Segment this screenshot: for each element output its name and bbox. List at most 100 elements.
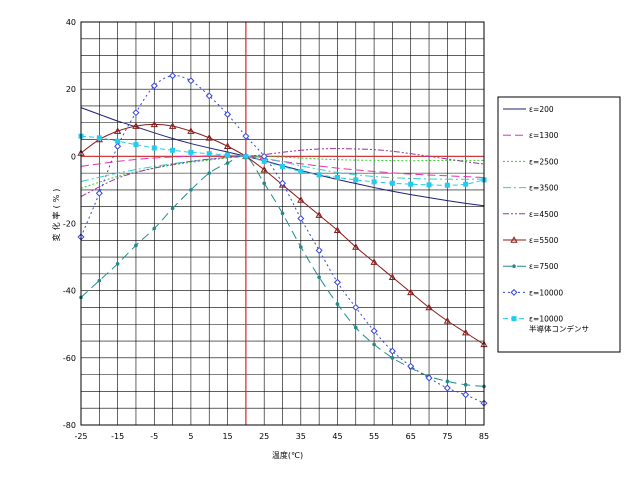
legend-label-sub: 半導体コンデンサ <box>529 324 589 334</box>
legend-label: ε=1300 <box>529 131 559 140</box>
data-point-marker <box>445 379 450 384</box>
y-tick-label: -40 <box>63 287 76 296</box>
data-point-marker <box>317 275 321 280</box>
data-point-marker <box>316 172 322 178</box>
y-tick-label: 0 <box>71 152 76 161</box>
x-tick-label: -15 <box>111 432 124 441</box>
x-tick-label: 45 <box>332 432 342 441</box>
data-point-marker <box>261 158 267 164</box>
legend-label: ε=5500 <box>529 236 559 245</box>
data-point-marker <box>333 278 341 286</box>
data-point-marker <box>370 327 378 335</box>
legend-label: ε=2500 <box>529 157 559 166</box>
data-point-marker <box>315 211 323 218</box>
data-point-marker <box>510 236 518 243</box>
y-tick-label: -60 <box>63 354 76 363</box>
x-tick-label: 55 <box>369 432 379 441</box>
series-line-5 <box>80 148 485 198</box>
data-point-marker <box>426 182 432 188</box>
data-point-marker <box>315 246 323 254</box>
data-point-marker <box>372 342 376 347</box>
data-point-marker <box>371 179 377 185</box>
y-tick-label: 20 <box>66 85 76 94</box>
data-point-marker <box>463 181 469 187</box>
y-tick-label: 40 <box>66 18 76 27</box>
series-line-8 <box>80 75 485 404</box>
data-point-marker <box>335 302 340 306</box>
data-point-marker <box>353 325 358 330</box>
data-point-marker <box>388 347 396 355</box>
y-axis-title: 変化率(%) <box>51 186 61 242</box>
data-point-marker <box>205 134 213 141</box>
data-point-marker <box>207 171 212 175</box>
data-point-marker <box>297 196 305 203</box>
data-point-marker <box>260 165 268 173</box>
data-point-marker <box>225 152 231 158</box>
data-point-marker <box>95 189 103 197</box>
x-tick-label: 25 <box>259 432 269 441</box>
x-tick-label: 65 <box>406 432 416 441</box>
legend-label: ε=10000 <box>529 315 563 324</box>
legend-label: ε=3500 <box>529 184 559 193</box>
data-point-marker <box>463 382 468 387</box>
data-point-marker <box>352 303 360 311</box>
data-point-marker <box>333 226 342 233</box>
data-point-marker <box>510 288 518 296</box>
data-point-marker <box>280 211 285 216</box>
data-point-marker <box>407 362 415 370</box>
data-point-marker <box>134 243 138 248</box>
data-point-marker <box>151 145 157 151</box>
series-line-3 <box>80 155 485 189</box>
data-point-marker <box>152 226 157 231</box>
x-tick-label: -25 <box>74 432 87 441</box>
data-point-marker <box>115 262 120 266</box>
data-point-marker <box>353 177 359 183</box>
data-point-marker <box>512 264 516 269</box>
data-point-marker <box>115 138 121 144</box>
legend-label: ε=4500 <box>529 210 559 219</box>
data-point-marker <box>224 110 232 118</box>
data-point-marker <box>96 135 102 141</box>
data-point-marker <box>168 122 177 129</box>
legend-label: ε=7500 <box>529 262 559 271</box>
data-point-marker <box>225 161 230 165</box>
data-point-marker <box>205 92 213 100</box>
data-point-marker <box>443 384 451 392</box>
x-tick-label: 15 <box>222 432 232 441</box>
legend: ε=200 ε=1300 ε=2500 ε=3500 ε=4500 ε=5500 ε=750… <box>497 96 621 353</box>
reference-lines <box>81 22 484 425</box>
x-tick-label: 85 <box>479 432 489 441</box>
data-point-marker <box>262 181 266 185</box>
data-point-marker <box>408 181 414 187</box>
data-point-marker <box>352 243 360 250</box>
data-point-marker <box>462 328 470 336</box>
data-point-marker <box>188 149 194 155</box>
data-point-marker <box>334 174 340 180</box>
x-tick-label: 5 <box>188 432 193 441</box>
data-point-marker <box>370 258 378 265</box>
data-point-marker <box>169 72 177 80</box>
y-tick-labels: 40 20 0 -20 -40 -60 -80 <box>63 18 76 430</box>
data-point-marker <box>388 273 397 280</box>
data-point-marker <box>299 245 303 249</box>
data-point-marker <box>243 153 249 159</box>
data-point-marker <box>425 374 433 382</box>
data-point-marker <box>97 278 102 283</box>
y-tick-label: -20 <box>63 220 76 229</box>
data-point-marker <box>223 142 232 149</box>
data-point-marker <box>389 180 395 186</box>
data-point-marker <box>187 127 195 134</box>
x-tick-label: 75 <box>442 432 452 441</box>
data-point-marker <box>132 109 140 117</box>
data-point-marker <box>280 163 285 169</box>
data-point-marker <box>278 179 287 187</box>
data-point-marker <box>150 82 158 90</box>
data-point-marker <box>170 147 176 153</box>
x-tick-label: 35 <box>296 432 306 441</box>
data-point-marker <box>187 77 195 85</box>
data-point-marker <box>511 316 517 322</box>
data-point-marker <box>407 288 415 296</box>
data-point-marker <box>133 142 139 148</box>
data-point-marker <box>113 127 122 134</box>
